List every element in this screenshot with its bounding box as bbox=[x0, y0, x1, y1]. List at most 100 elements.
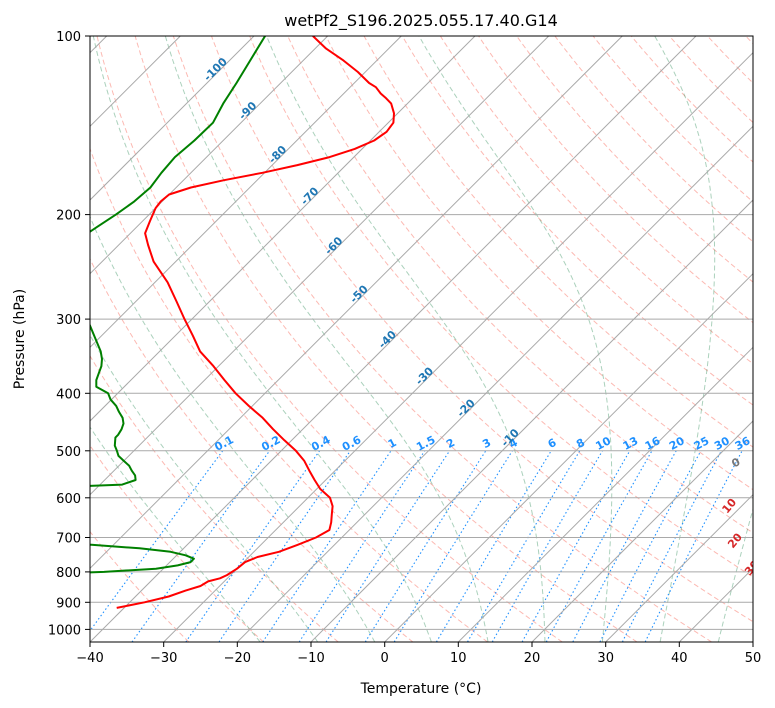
isotherm-label: -50 bbox=[348, 282, 371, 305]
mixing-ratio-label: 6 bbox=[546, 436, 559, 451]
mixing-ratio-line bbox=[185, 450, 321, 642]
x-tick-label: −30 bbox=[150, 651, 177, 666]
mixing-ratio-label: 1 bbox=[386, 436, 399, 451]
mixing-ratio-line bbox=[218, 450, 351, 642]
mixing-ratio-line bbox=[545, 450, 653, 642]
dry-adiabat bbox=[592, 36, 753, 203]
mixing-ratio-label: 3 bbox=[480, 436, 493, 451]
plot-frame bbox=[89, 35, 754, 643]
y-tick-label: 700 bbox=[56, 532, 81, 547]
isotherm-label: -100 bbox=[201, 55, 230, 84]
moist-adiabat bbox=[164, 36, 489, 642]
mixing-ratio-label: 30 bbox=[712, 434, 732, 453]
mixing-ratio-line bbox=[435, 450, 552, 642]
isotherm-line bbox=[310, 199, 753, 642]
y-tick-label: 100 bbox=[56, 30, 81, 45]
axes: −40 −30 −20 −10 0 10 20 30 40 5010020030040050060… bbox=[48, 30, 761, 666]
moist-adiabat bbox=[418, 36, 613, 642]
moist-adiabat bbox=[90, 215, 376, 642]
mixing-ratio-line bbox=[262, 450, 392, 642]
isotherm-line bbox=[457, 346, 753, 642]
moist-adiabats bbox=[90, 36, 753, 642]
isotherm-line bbox=[605, 493, 753, 642]
isotherm-line bbox=[752, 641, 753, 642]
moist-adiabat bbox=[266, 36, 546, 642]
y-tick-label: 300 bbox=[56, 313, 81, 328]
mixing-ratio-lines bbox=[90, 450, 743, 642]
x-tick-label: 0 bbox=[381, 651, 389, 666]
mixing-ratio-label: 25 bbox=[692, 434, 712, 453]
dry-adiabat bbox=[90, 257, 414, 642]
mixing-ratio-label: 20 bbox=[667, 434, 687, 453]
mixing-ratio-line bbox=[90, 450, 224, 632]
isotherm-line bbox=[678, 567, 753, 642]
y-tick-label: 900 bbox=[56, 596, 81, 611]
plot-area: 0.1 0.2 0.4 0.6 1 1.5 2 3 4 6 8 10 13 16 20 25 30 36-100-… bbox=[90, 36, 762, 642]
isotherm-line bbox=[90, 36, 697, 642]
moist-adiabat bbox=[717, 507, 753, 642]
temperature-profile-line bbox=[116, 36, 395, 609]
isotherm-line bbox=[163, 51, 753, 642]
isotherm-line bbox=[531, 420, 753, 642]
y-tick-label: 800 bbox=[56, 566, 81, 581]
y-tick-label: 600 bbox=[56, 492, 81, 507]
isotherm-line bbox=[90, 36, 402, 349]
isotherm-line bbox=[90, 36, 476, 422]
dry-adiabat bbox=[134, 36, 638, 642]
mixing-ratio-line bbox=[644, 450, 743, 642]
isotherm-label: -20 bbox=[455, 396, 478, 419]
dry-adiabat bbox=[172, 36, 712, 642]
dry-adiabat bbox=[439, 36, 753, 365]
mixing-ratio-line bbox=[298, 450, 426, 642]
x-tick-label: −10 bbox=[297, 651, 324, 666]
isotherm-line bbox=[384, 272, 753, 642]
dry-adiabat bbox=[96, 36, 563, 642]
dry-adiabat bbox=[325, 36, 753, 491]
dry-adiabat bbox=[401, 36, 753, 406]
dry-adiabat bbox=[90, 354, 339, 642]
x-tick-label: 40 bbox=[671, 651, 688, 666]
dewpoint-profile-line bbox=[90, 36, 266, 574]
moist-adiabat bbox=[90, 334, 319, 642]
mixing-ratio-line bbox=[621, 450, 722, 642]
isotherm-line bbox=[90, 36, 550, 496]
isotherm-line bbox=[236, 125, 753, 642]
x-tick-label: −40 bbox=[76, 651, 103, 666]
mixing-ratio-line bbox=[325, 450, 451, 642]
background-line-labels: 0.1 0.2 0.4 0.6 1 1.5 2 3 4 6 8 10 13 16 20 25 30 36-100-… bbox=[201, 55, 762, 578]
x-axis-label: Temperature (°C) bbox=[360, 681, 482, 697]
dry-adiabat bbox=[478, 36, 753, 324]
isotherm-line bbox=[90, 36, 255, 201]
y-tick-label: 1000 bbox=[48, 623, 81, 638]
dry-adiabat bbox=[630, 36, 753, 163]
y-tick-label: 400 bbox=[56, 387, 81, 402]
dry-adiabat bbox=[669, 36, 753, 124]
x-tick-label: 10 bbox=[450, 651, 467, 666]
dry-adiabat bbox=[211, 36, 753, 623]
mixing-ratio-label: 8 bbox=[574, 436, 587, 451]
mixing-ratio-label: 2 bbox=[444, 436, 457, 451]
mixing-ratio-label: 13 bbox=[621, 434, 641, 453]
moist-adiabat bbox=[92, 36, 432, 642]
mixing-ratio-line bbox=[364, 450, 487, 642]
dry-adiabat bbox=[707, 36, 753, 84]
dry-adiabat bbox=[516, 36, 753, 283]
dry-adiabat bbox=[554, 36, 753, 243]
isotherm-line bbox=[90, 36, 623, 570]
y-axis-label: Pressure (hPa) bbox=[12, 289, 28, 389]
isotherm-label: -30 bbox=[413, 364, 436, 387]
mixing-ratio-line bbox=[599, 450, 702, 642]
isotherm-label: -80 bbox=[266, 143, 289, 166]
dry-adiabat bbox=[90, 147, 488, 642]
dry-adiabat-label: 30 bbox=[742, 558, 762, 578]
x-tick-label: 20 bbox=[524, 651, 541, 666]
y-tick-label: 500 bbox=[56, 445, 81, 460]
x-tick-label: 50 bbox=[745, 651, 762, 666]
chart-title: wetPf2_S196.2025.055.17.40.G14 bbox=[284, 11, 558, 31]
isotherm-label: -40 bbox=[376, 328, 399, 351]
sounding-series bbox=[90, 36, 395, 609]
isotherm-label: -70 bbox=[298, 184, 321, 207]
mixing-ratio-line bbox=[572, 450, 677, 642]
dry-adiabat bbox=[363, 36, 753, 448]
